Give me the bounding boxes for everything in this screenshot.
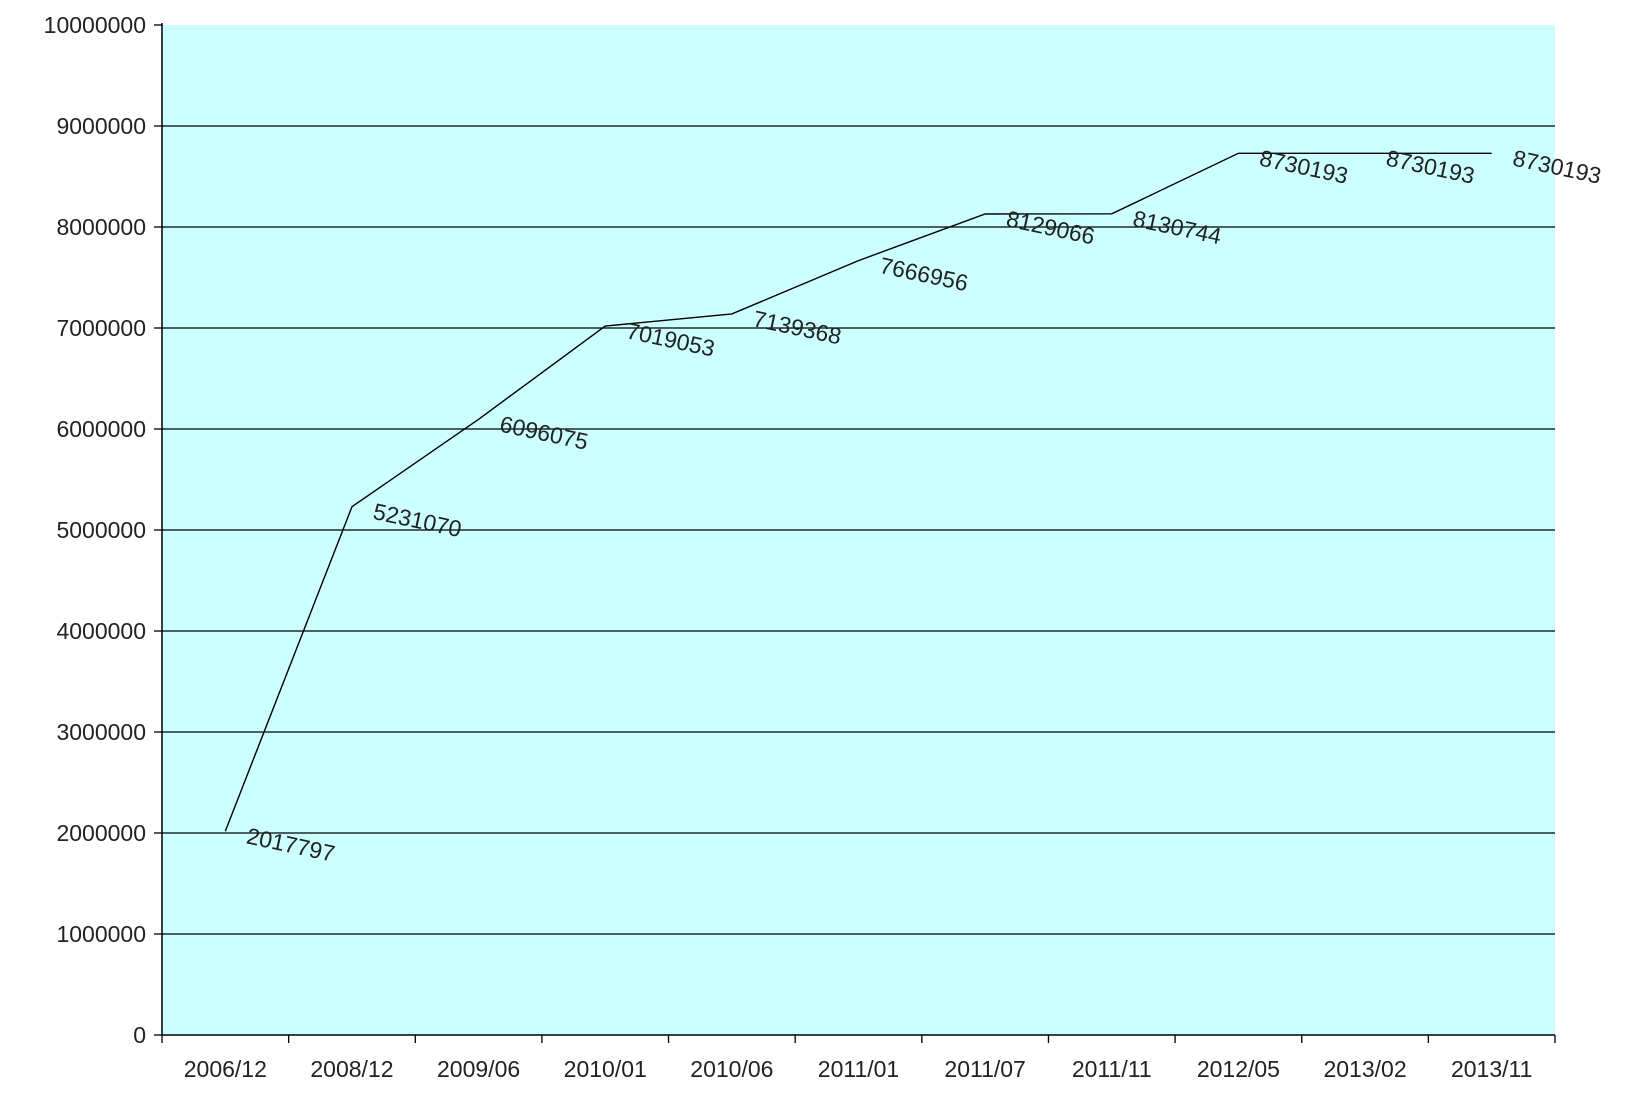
- x-tick-label: 2009/06: [437, 1056, 520, 1082]
- x-tick-label: 2006/12: [184, 1056, 267, 1082]
- y-tick-label: 8000000: [56, 214, 146, 240]
- y-tick-label: 4000000: [56, 618, 146, 644]
- x-tick-label: 2013/11: [1451, 1056, 1532, 1082]
- x-tick-label: 2011/11: [1072, 1056, 1152, 1082]
- y-tick-label: 3000000: [56, 719, 146, 745]
- x-tick-label: 2008/12: [310, 1056, 393, 1082]
- y-tick-label: 5000000: [56, 517, 146, 543]
- y-tick-label: 1000000: [56, 921, 146, 947]
- x-tick-label: 2012/05: [1197, 1056, 1280, 1082]
- series-line: [224, 152, 1492, 832]
- x-axis-ticks: 2006/12 2008/12 2009/06 2010/01 2010/06 2011/…: [161, 1035, 1556, 1082]
- y-tick-label: 10000000: [44, 12, 146, 38]
- y-axis-ticks: 0 1000000 2000000 3000000 4000000 5000000 6000…: [44, 12, 162, 1048]
- axes: [161, 23, 1555, 1036]
- x-tick-label: 2011/01: [818, 1056, 899, 1082]
- gridlines: [162, 125, 1555, 935]
- x-tick-label: 2010/06: [690, 1056, 773, 1082]
- x-tick-label: 2011/07: [944, 1056, 1025, 1082]
- y-tick-label: 6000000: [56, 416, 146, 442]
- y-tick-label: 0: [133, 1022, 146, 1048]
- y-tick-label: 2000000: [56, 820, 146, 846]
- x-tick-label: 2013/02: [1323, 1056, 1406, 1082]
- y-tick-label: 7000000: [56, 315, 146, 341]
- y-tick-label: 9000000: [56, 113, 146, 139]
- x-tick-label: 2010/01: [564, 1056, 647, 1082]
